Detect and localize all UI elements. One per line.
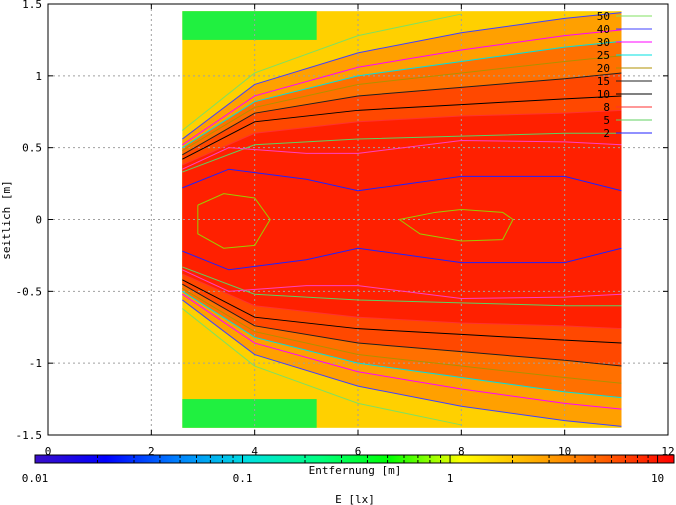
colorbar-label: E [lx] bbox=[335, 493, 375, 505]
colorbar-strip bbox=[34, 454, 675, 464]
heatmap-field bbox=[182, 11, 622, 428]
contour-8 bbox=[182, 109, 622, 166]
contour-2-mirror bbox=[182, 247, 622, 271]
contour-inner-loop-2 bbox=[399, 208, 514, 242]
x-axis-label: Entfernung [m] bbox=[309, 464, 402, 477]
y-tick-label: 1 bbox=[35, 70, 42, 83]
field-fringe-bottom bbox=[182, 399, 317, 428]
contour-40 bbox=[182, 12, 622, 140]
x-tick-label: 4 bbox=[251, 445, 258, 458]
y-tick-label: 1.5 bbox=[22, 0, 42, 11]
field-band-8 bbox=[182, 110, 622, 329]
legend-label: 10 bbox=[597, 88, 610, 101]
contour-5-mirror bbox=[182, 266, 622, 307]
legend-label: 15 bbox=[597, 75, 610, 88]
contour-15-mirror bbox=[182, 283, 622, 367]
contour-10 bbox=[182, 95, 622, 160]
y-tick-label: -1.5 bbox=[16, 429, 43, 442]
contour-10-mirror bbox=[182, 279, 622, 344]
y-tick-label: 0 bbox=[35, 214, 42, 227]
colorbar-tick-label: 10 bbox=[651, 472, 664, 485]
y-tick-label: -1 bbox=[29, 357, 42, 370]
legend-label: 50 bbox=[597, 10, 610, 23]
y-tick-label: -0.5 bbox=[16, 285, 43, 298]
contour-inner-loop-1 bbox=[197, 193, 271, 249]
legend-label: 2 bbox=[603, 127, 610, 140]
contour-lines bbox=[182, 12, 622, 427]
x-tick-label: 6 bbox=[355, 445, 362, 458]
contour-2 bbox=[182, 168, 622, 192]
contour-pink bbox=[182, 139, 622, 170]
contour-8-mirror bbox=[182, 273, 622, 330]
x-tick-label: 2 bbox=[148, 445, 155, 458]
contour-15 bbox=[182, 72, 622, 156]
contour-20-mirror bbox=[182, 288, 622, 384]
contour-25-mirror bbox=[182, 290, 622, 399]
field-fringe-top bbox=[182, 11, 317, 40]
colorbar-tick-label: 1 bbox=[447, 472, 454, 485]
contour-30-mirror bbox=[182, 293, 622, 410]
legend-label: 40 bbox=[597, 23, 610, 36]
colorbar-tick-label: 0.1 bbox=[233, 472, 253, 485]
legend-label: 8 bbox=[603, 101, 610, 114]
legend-label: 5 bbox=[603, 114, 610, 127]
contour-pink-mirror bbox=[182, 269, 622, 300]
y-axis-ticks: 1.5 1 0.5 0 -0.5 -1 -1.5 bbox=[16, 0, 668, 442]
contour-30 bbox=[182, 29, 622, 146]
colorbar-tick-label: 0.01 bbox=[22, 472, 49, 485]
x-tick-label: 8 bbox=[458, 445, 465, 458]
contour-50-mirror bbox=[182, 308, 462, 426]
contour-20 bbox=[182, 55, 622, 151]
y-tick-label: 0.5 bbox=[22, 142, 42, 155]
x-tick-label: 0 bbox=[45, 445, 52, 458]
contour-5 bbox=[182, 132, 622, 173]
contour-50 bbox=[182, 13, 462, 131]
legend-label: 25 bbox=[597, 49, 610, 62]
contour-40-mirror bbox=[182, 299, 622, 427]
contour-25 bbox=[182, 40, 622, 149]
colorbar: 0.01 0.1 1 10 bbox=[22, 454, 675, 485]
legend-label: 20 bbox=[597, 62, 610, 75]
legend-label: 30 bbox=[597, 36, 610, 49]
y-axis-label: seitlich [m] bbox=[0, 180, 13, 259]
